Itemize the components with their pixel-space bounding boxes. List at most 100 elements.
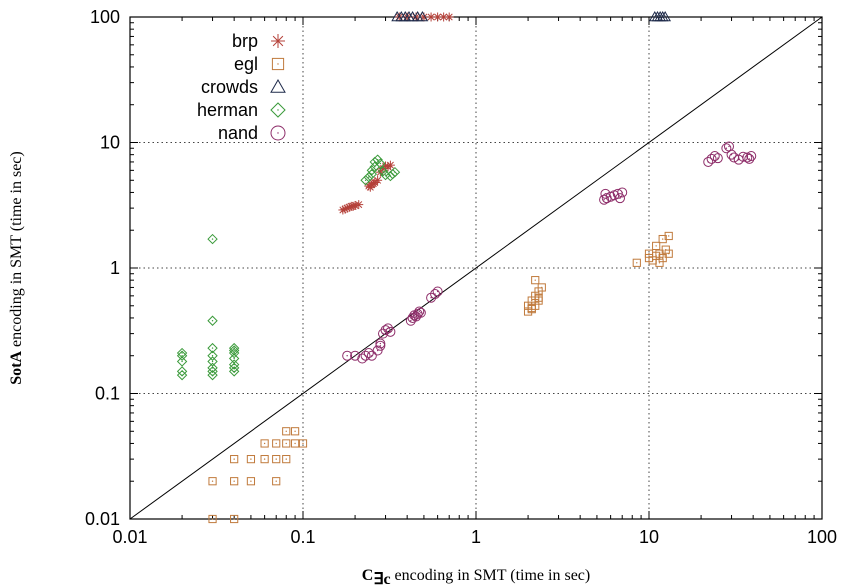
point-nand xyxy=(414,306,425,317)
diagonal-reference-line xyxy=(129,16,823,520)
point-nand xyxy=(712,153,723,164)
point-egl xyxy=(208,514,217,524)
y-axis-label-bold: SotA xyxy=(8,351,25,385)
point-egl xyxy=(655,258,664,267)
point-nand xyxy=(415,307,426,318)
point-herman xyxy=(372,154,383,165)
x-tick-label: 0.01 xyxy=(112,527,147,547)
point-nand xyxy=(723,141,734,152)
y-tick-label: 0.1 xyxy=(95,384,120,404)
x-axis-label-main: C xyxy=(362,567,374,584)
point-egl xyxy=(282,427,291,436)
point-herman xyxy=(228,342,240,354)
point-egl xyxy=(664,231,673,241)
point-egl xyxy=(534,293,543,302)
x-axis-label: C∃c encoding in SMT (time in sec) xyxy=(362,567,590,586)
point-egl xyxy=(537,283,546,292)
y-tick-label: 1 xyxy=(110,258,120,278)
point-nand xyxy=(366,350,377,361)
point-egl xyxy=(527,303,536,313)
data-points xyxy=(176,10,757,524)
legend-label-brp: brp xyxy=(232,31,258,51)
axis-ticks xyxy=(129,16,823,520)
legend-label-egl: egl xyxy=(234,54,258,74)
point-nand xyxy=(746,151,757,162)
point-herman xyxy=(228,353,240,364)
point-nand xyxy=(709,151,720,162)
point-crowds xyxy=(416,10,429,22)
point-egl xyxy=(272,455,281,464)
legend-label-crowds: crowds xyxy=(201,77,258,97)
point-herman xyxy=(207,315,218,326)
legend-marker-nand xyxy=(270,125,286,141)
point-egl xyxy=(246,455,256,464)
point-egl xyxy=(644,249,654,258)
point-egl xyxy=(290,439,300,448)
point-egl xyxy=(230,477,239,486)
point-nand xyxy=(350,350,361,361)
series-crowds xyxy=(391,10,672,22)
point-egl xyxy=(531,276,540,285)
point-nand xyxy=(726,149,737,160)
legend-marker-brp xyxy=(271,34,285,48)
point-nand xyxy=(432,286,443,297)
point-herman xyxy=(207,233,218,245)
point-egl xyxy=(272,439,281,448)
point-herman xyxy=(207,356,218,367)
point-herman xyxy=(176,347,188,359)
point-brp xyxy=(444,12,454,22)
point-egl xyxy=(230,455,239,464)
series-nand xyxy=(342,141,757,364)
point-egl xyxy=(290,427,300,436)
x-tick-label: 0.1 xyxy=(290,527,315,547)
point-herman xyxy=(363,171,374,183)
y-tick-label: 0.01 xyxy=(85,509,120,529)
grid-lines xyxy=(130,17,822,519)
point-egl xyxy=(208,477,217,486)
x-axis-label-subscript: ∃c xyxy=(373,571,390,586)
point-egl xyxy=(282,455,291,464)
point-egl xyxy=(246,477,256,486)
x-tick-labels: 0.01 0.1 1 10 100 xyxy=(112,527,837,547)
point-herman xyxy=(207,362,218,374)
series-brp xyxy=(338,12,454,215)
legend-marker-herman xyxy=(270,102,286,118)
legend-marker-egl xyxy=(271,57,285,71)
point-nand xyxy=(721,143,732,154)
point-herman xyxy=(207,350,218,361)
point-herman xyxy=(228,359,240,370)
point-egl xyxy=(272,477,281,486)
y-axis-label-rest: encoding in SMT (time in sec) xyxy=(8,151,25,351)
point-egl xyxy=(664,249,673,258)
point-herman xyxy=(176,366,188,377)
y-tick-label: 100 xyxy=(90,7,120,27)
point-crowds xyxy=(659,10,672,22)
x-tick-label: 1 xyxy=(471,527,481,547)
y-tick-label: 10 xyxy=(100,133,120,153)
point-brp xyxy=(368,179,378,189)
series-egl xyxy=(208,231,673,524)
point-brp xyxy=(433,12,443,22)
point-herman xyxy=(207,342,218,354)
point-egl xyxy=(230,514,239,524)
x-axis-label-rest: encoding in SMT (time in sec) xyxy=(391,567,591,584)
point-egl xyxy=(652,241,661,251)
point-nand xyxy=(375,340,386,351)
series-herman xyxy=(176,154,401,381)
legend-marker-crowds xyxy=(270,78,286,93)
point-nand xyxy=(375,338,386,349)
legend: brp egl crowds herman nand xyxy=(197,31,286,143)
point-herman xyxy=(360,175,371,186)
point-nand xyxy=(599,194,610,205)
point-nand xyxy=(615,193,626,204)
point-herman xyxy=(366,165,378,176)
point-herman xyxy=(375,158,386,169)
point-nand xyxy=(385,326,396,337)
point-nand xyxy=(600,188,611,199)
point-nand xyxy=(617,187,628,198)
point-brp xyxy=(385,160,395,170)
point-nand xyxy=(430,289,441,300)
legend-label-herman: herman xyxy=(197,100,258,120)
y-tick-labels: 0.01 0.1 1 10 100 xyxy=(85,7,120,529)
